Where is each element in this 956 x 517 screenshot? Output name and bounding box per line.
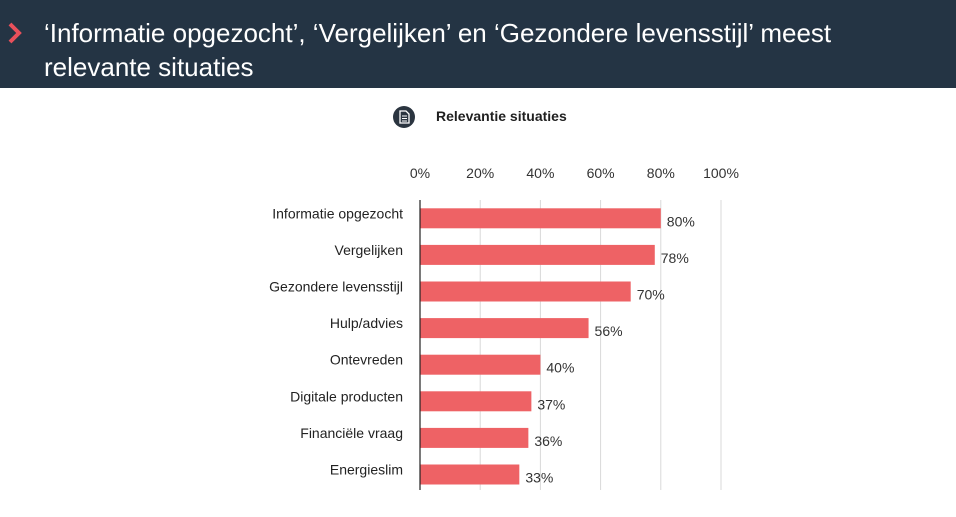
tick-label: 20% — [466, 165, 494, 181]
data-label: 80% — [667, 213, 695, 229]
data-label: 33% — [525, 470, 553, 486]
data-label: 37% — [537, 396, 565, 412]
category-label: Hulp/advies — [330, 315, 403, 331]
tick-label: 80% — [647, 165, 675, 181]
tick-label: 0% — [410, 165, 430, 181]
bar — [420, 427, 529, 448]
category-label: Gezondere levensstijl — [269, 279, 403, 295]
tick-label: 60% — [587, 165, 615, 181]
bar — [420, 281, 631, 302]
title-bar: ‘Informatie opgezocht’, ‘Vergelijken’ en… — [0, 0, 956, 88]
category-label: Vergelijken — [335, 242, 404, 258]
data-label: 40% — [546, 360, 574, 376]
category-label: Financiële vraag — [300, 425, 403, 441]
bar-chart: 0% 20% 40% 60% 80% 100% Informatie opgezocht 80… — [269, 165, 739, 490]
document-icon — [393, 106, 415, 128]
chevron-right-icon — [8, 22, 22, 44]
bar — [420, 464, 520, 485]
category-label: Ontevreden — [330, 352, 403, 368]
tick-label: 40% — [526, 165, 554, 181]
page-title: ‘Informatie opgezocht’, ‘Vergelijken’ en… — [44, 18, 832, 82]
bar — [420, 244, 655, 265]
category-label: Informatie opgezocht — [272, 205, 403, 221]
bar — [420, 391, 532, 412]
category-label: Digitale producten — [290, 388, 403, 404]
data-label: 70% — [637, 287, 665, 303]
tick-label: 100% — [703, 165, 739, 181]
data-label: 78% — [661, 250, 689, 266]
category-label: Energieslim — [330, 462, 403, 478]
bar — [420, 208, 661, 229]
data-label: 56% — [595, 323, 623, 339]
data-label: 36% — [534, 433, 562, 449]
chart-title: Relevantie situaties — [436, 108, 567, 124]
bar — [420, 318, 589, 339]
bar — [420, 354, 541, 375]
